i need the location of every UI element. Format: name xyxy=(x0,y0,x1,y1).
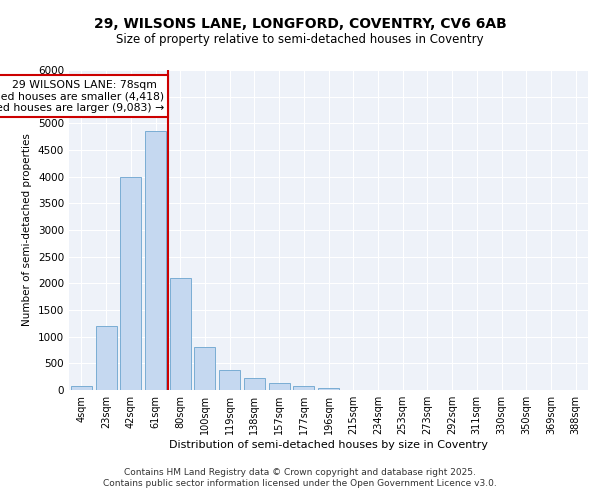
Bar xyxy=(244,378,265,390)
Bar xyxy=(145,132,166,390)
Bar xyxy=(318,388,339,390)
Text: Size of property relative to semi-detached houses in Coventry: Size of property relative to semi-detach… xyxy=(116,32,484,46)
Bar xyxy=(269,383,290,390)
Text: 29, WILSONS LANE, LONGFORD, COVENTRY, CV6 6AB: 29, WILSONS LANE, LONGFORD, COVENTRY, CV… xyxy=(94,18,506,32)
Bar xyxy=(219,370,240,390)
Bar xyxy=(71,386,92,390)
Bar xyxy=(293,386,314,390)
Text: Contains HM Land Registry data © Crown copyright and database right 2025.
Contai: Contains HM Land Registry data © Crown c… xyxy=(103,468,497,487)
Bar xyxy=(194,348,215,390)
Bar xyxy=(95,326,116,390)
Text: 29 WILSONS LANE: 78sqm  
← 32% of semi-detached houses are smaller (4,418)
  66%: 29 WILSONS LANE: 78sqm ← 32% of semi-det… xyxy=(0,80,164,113)
Bar xyxy=(120,176,141,390)
X-axis label: Distribution of semi-detached houses by size in Coventry: Distribution of semi-detached houses by … xyxy=(169,440,488,450)
Y-axis label: Number of semi-detached properties: Number of semi-detached properties xyxy=(22,134,32,326)
Bar xyxy=(170,278,191,390)
